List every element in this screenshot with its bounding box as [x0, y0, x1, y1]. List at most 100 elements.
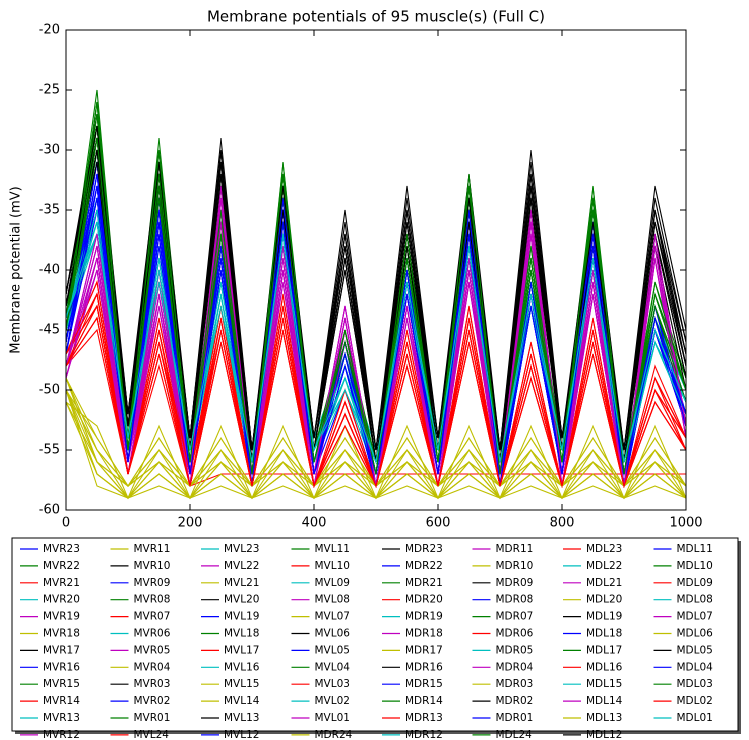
legend-box [11, 537, 739, 732]
legend-label: MVR03 [134, 678, 171, 690]
legend-label: MDR15 [405, 678, 443, 690]
legend-label: MVL10 [315, 560, 350, 572]
legend-label: MDL01 [677, 712, 713, 724]
legend-label: MVR22 [43, 560, 80, 572]
series-line [66, 221, 686, 465]
x-tick-label: 1000 [669, 516, 702, 531]
legend-label: MVR18 [43, 628, 80, 640]
legend-label: MVL04 [315, 661, 351, 673]
x-tick-label: 600 [426, 516, 451, 531]
y-tick-label: -50 [39, 383, 60, 398]
legend-label: MDR03 [496, 678, 534, 690]
y-tick-label: -45 [39, 323, 60, 338]
legend-label: MDL13 [586, 712, 622, 724]
legend-label: MDR23 [405, 543, 443, 555]
legend-label: MVR06 [134, 628, 171, 640]
legend-label: MDL22 [586, 560, 622, 572]
y-tick-label: -30 [39, 143, 60, 158]
legend-label: MDL10 [677, 560, 713, 572]
legend-label: MDL12 [586, 729, 622, 740]
legend-label: MDR06 [496, 628, 534, 640]
x-tick-label: 0 [62, 516, 70, 531]
legend-label: MDL15 [586, 678, 622, 690]
legend-label: MVR08 [134, 594, 171, 606]
legend-label: MDR18 [405, 628, 443, 640]
legend-label: MDR01 [496, 712, 534, 724]
legend-label: MVL13 [224, 712, 259, 724]
legend-label: MVR05 [134, 644, 171, 656]
legend-label: MVR10 [134, 560, 171, 572]
legend-label: MVL23 [224, 543, 259, 555]
legend-label: MDR10 [496, 560, 534, 572]
legend-label: MVR21 [43, 577, 80, 589]
legend-label: MDL14 [586, 695, 623, 707]
legend-label: MVR04 [134, 661, 171, 673]
legend-label: MVL22 [224, 560, 259, 572]
legend-label: MVR13 [43, 712, 80, 724]
series-line [66, 389, 686, 499]
legend-label: MVR17 [43, 644, 80, 656]
plot-lines [66, 89, 686, 500]
legend-label: MDL16 [586, 661, 623, 673]
legend-label: MVL07 [315, 611, 350, 623]
legend-label: MVL15 [224, 678, 259, 690]
x-tick-label: 200 [178, 516, 203, 531]
legend-label: MDR09 [496, 577, 534, 589]
legend-label: MDL08 [677, 594, 713, 606]
chart-title: Membrane potentials of 95 muscle(s) (Ful… [207, 8, 545, 26]
legend-label: MVR23 [43, 543, 80, 555]
legend-label: MVR20 [43, 594, 80, 606]
legend-label: MDL09 [677, 577, 713, 589]
legend-label: MDR04 [496, 661, 534, 673]
legend-label: MVL05 [315, 644, 350, 656]
legend-label: MVL18 [224, 628, 259, 640]
legend-label: MDL19 [586, 611, 622, 623]
x-tick-label: 400 [302, 516, 327, 531]
legend-label: MDL17 [586, 644, 622, 656]
legend-label: MVL11 [315, 543, 350, 555]
legend-label: MVR19 [43, 611, 80, 623]
legend-label: MVL24 [134, 729, 170, 740]
legend-label: MDR21 [405, 577, 443, 589]
legend-label: MDR13 [405, 712, 443, 724]
legend-label: MVR02 [134, 695, 171, 707]
legend-label: MDL11 [677, 543, 713, 555]
y-axis-label: Membrane potential (mV) [9, 186, 24, 353]
series-line [66, 304, 686, 489]
legend-label: MDR17 [405, 644, 443, 656]
y-tick-label: -40 [39, 263, 60, 278]
legend-label: MVL03 [315, 678, 350, 690]
legend-label: MDL02 [677, 695, 713, 707]
y-tick-label: -60 [39, 503, 60, 518]
legend-label: MVR11 [134, 543, 171, 555]
legend-label: MDR08 [496, 594, 534, 606]
legend-label: MVL02 [315, 695, 350, 707]
legend-label: MVL06 [315, 628, 351, 640]
legend-label: MVL17 [224, 644, 259, 656]
legend-label: MVR12 [43, 729, 80, 740]
legend-label: MDR22 [405, 560, 443, 572]
legend-label: MDL24 [496, 729, 533, 740]
legend-label: MDR19 [405, 611, 443, 623]
legend-label: MDR16 [405, 661, 443, 673]
legend-label: MDL20 [586, 594, 622, 606]
legend-label: MVL08 [315, 594, 350, 606]
legend-label: MVR16 [43, 661, 80, 673]
legend-label: MVL12 [224, 729, 259, 740]
legend-label: MVL14 [224, 695, 260, 707]
y-tick-label: -35 [39, 203, 60, 218]
legend-label: MDL23 [586, 543, 622, 555]
legend-label: MDR02 [496, 695, 534, 707]
legend-label: MVR09 [134, 577, 171, 589]
legend-label: MDL04 [677, 661, 714, 673]
series-line [66, 101, 686, 475]
legend-label: MVR01 [134, 712, 171, 724]
legend-label: MVR15 [43, 678, 80, 690]
legend-label: MDL03 [677, 678, 713, 690]
legend-label: MVL01 [315, 712, 350, 724]
legend-label: MDL05 [677, 644, 713, 656]
legend-label: MVL20 [224, 594, 259, 606]
legend-label: MDR12 [405, 729, 443, 740]
legend-label: MDL06 [677, 628, 714, 640]
